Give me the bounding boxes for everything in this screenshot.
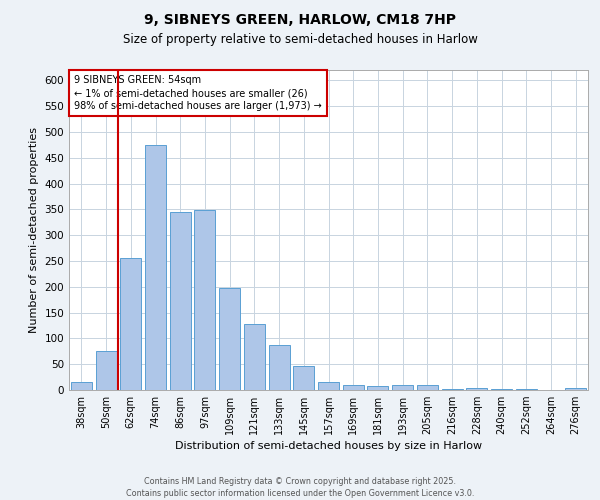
Text: 9 SIBNEYS GREEN: 54sqm
← 1% of semi-detached houses are smaller (26)
98% of semi: 9 SIBNEYS GREEN: 54sqm ← 1% of semi-deta… (74, 75, 322, 111)
X-axis label: Distribution of semi-detached houses by size in Harlow: Distribution of semi-detached houses by … (175, 442, 482, 452)
Bar (219, 288, 240, 390)
Bar (170, 212, 191, 390)
Bar (392, 386, 413, 390)
Bar (565, 388, 586, 390)
Text: Size of property relative to semi-detached houses in Harlow: Size of property relative to semi-detach… (122, 32, 478, 46)
Bar (466, 388, 487, 390)
Bar (442, 389, 463, 390)
Bar (120, 258, 141, 390)
Bar (293, 366, 314, 390)
Bar (269, 344, 290, 390)
Text: Contains HM Land Registry data © Crown copyright and database right 2025.
Contai: Contains HM Land Registry data © Crown c… (126, 476, 474, 498)
Bar (417, 386, 438, 390)
Text: 9, SIBNEYS GREEN, HARLOW, CM18 7HP: 9, SIBNEYS GREEN, HARLOW, CM18 7HP (144, 12, 456, 26)
Bar (145, 145, 166, 390)
Bar (95, 352, 116, 390)
Bar (318, 382, 339, 390)
Bar (367, 386, 388, 390)
Bar (244, 324, 265, 390)
Bar (343, 386, 364, 390)
Bar (194, 210, 215, 390)
Bar (71, 382, 92, 390)
Y-axis label: Number of semi-detached properties: Number of semi-detached properties (29, 127, 39, 333)
